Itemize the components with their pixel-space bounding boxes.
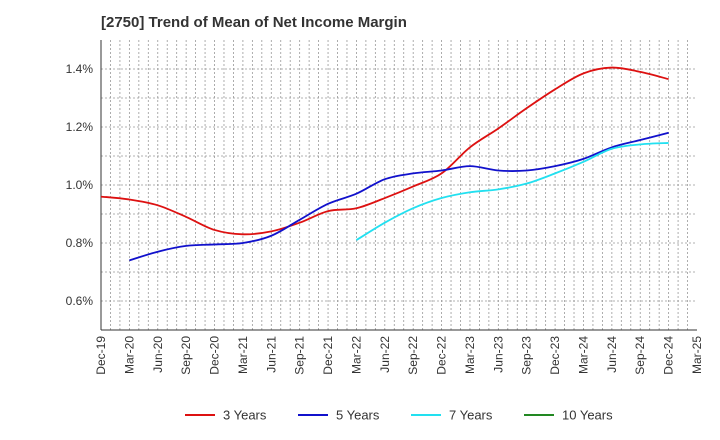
x-tick-label: Jun-21 <box>264 336 278 373</box>
x-tick-label: Dec-21 <box>321 336 335 375</box>
y-tick-label: 0.6% <box>66 294 94 308</box>
y-tick-label: 0.8% <box>66 236 94 250</box>
x-tick-label: Sep-23 <box>520 336 534 375</box>
legend-label: 5 Years <box>336 408 380 423</box>
x-tick-label: Mar-25 <box>690 336 704 374</box>
x-tick-label: Dec-22 <box>435 336 449 375</box>
series-line-7-years <box>355 142 669 241</box>
series-line-5-years <box>129 131 669 262</box>
x-tick-label: Sep-20 <box>179 336 193 375</box>
legend-label: 7 Years <box>449 408 493 423</box>
x-tick-label: Mar-23 <box>463 336 477 374</box>
x-tick-label: Dec-19 <box>94 336 108 375</box>
x-tick-label: Sep-24 <box>633 336 647 375</box>
chart-title: [2750] Trend of Mean of Net Income Margi… <box>101 14 407 31</box>
x-tick-label: Mar-24 <box>576 336 590 374</box>
x-tick-label: Jun-22 <box>378 336 392 373</box>
legend-label: 10 Years <box>562 408 613 423</box>
x-tick-label: Dec-24 <box>662 336 676 375</box>
legend-label: 3 Years <box>223 408 267 423</box>
x-tick-label: Sep-21 <box>293 336 307 375</box>
x-tick-label: Sep-22 <box>406 336 420 375</box>
x-tick-label: Dec-23 <box>548 336 562 375</box>
x-tick-label: Jun-24 <box>605 336 619 373</box>
x-tick-label: Mar-22 <box>349 336 363 374</box>
series-line-3-years <box>100 66 669 236</box>
x-tick-label: Mar-20 <box>122 336 136 374</box>
x-tick-label: Jun-20 <box>151 336 165 373</box>
x-tick-label: Dec-20 <box>208 336 222 375</box>
y-tick-label: 1.4% <box>66 62 94 76</box>
y-tick-label: 1.0% <box>66 178 94 192</box>
x-tick-label: Jun-23 <box>491 336 505 373</box>
y-tick-label: 1.2% <box>66 120 94 134</box>
x-tick-label: Mar-21 <box>236 336 250 374</box>
